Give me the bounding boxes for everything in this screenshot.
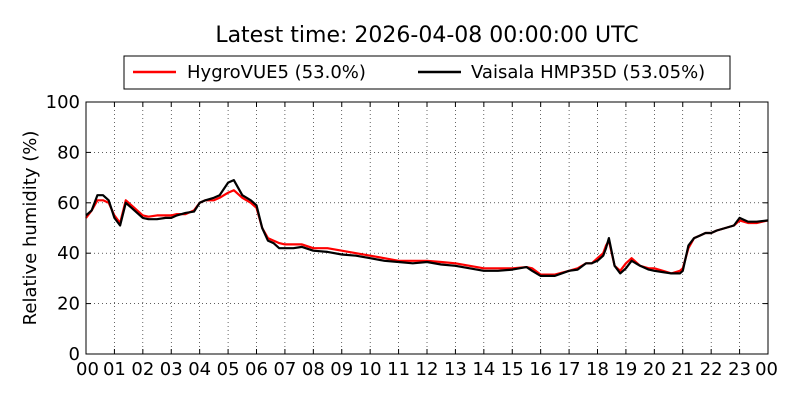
y-axis-label: Relative humidity (%) xyxy=(20,131,41,326)
x-tick-label: 16 xyxy=(529,359,552,380)
x-tick-label: 08 xyxy=(302,359,325,380)
x-tick-label: 04 xyxy=(188,359,211,380)
legend-label-hygrovue5: HygroVUE5 (53.0%) xyxy=(187,62,366,83)
x-tick-label: 17 xyxy=(558,359,581,380)
x-tick-label: 00 xyxy=(755,359,778,380)
x-tick-label: 10 xyxy=(359,359,382,380)
x-tick-label: 20 xyxy=(643,359,666,380)
legend: HygroVUE5 (53.0%) Vaisala HMP35D (53.05%… xyxy=(123,55,731,90)
x-tick-label: 14 xyxy=(472,359,495,380)
x-tick-label: 19 xyxy=(614,359,637,380)
y-tick-label: 80 xyxy=(57,142,80,163)
x-tick-label: 15 xyxy=(501,359,524,380)
x-tick-label: 12 xyxy=(416,359,439,380)
x-tick-label: 11 xyxy=(387,359,410,380)
y-tick-label: 60 xyxy=(57,193,80,214)
y-tick-label: 40 xyxy=(57,243,80,264)
x-tick-label: 03 xyxy=(160,359,183,380)
y-tick-label: 100 xyxy=(46,92,80,113)
series-line-vaisala xyxy=(85,179,769,277)
y-tick-label: 0 xyxy=(69,344,80,365)
x-tick-label: 00 xyxy=(76,359,99,380)
x-tick-label: 13 xyxy=(444,359,467,380)
series-layer xyxy=(85,179,769,277)
x-tick-label: 21 xyxy=(671,359,694,380)
x-tick-label: 23 xyxy=(728,359,751,380)
x-tick-label: 07 xyxy=(273,359,296,380)
gridlines xyxy=(85,101,769,355)
x-tick-label: 05 xyxy=(217,359,240,380)
x-tick-label: 01 xyxy=(103,359,126,380)
x-tick-label: 09 xyxy=(330,359,353,380)
x-tick-label: 06 xyxy=(245,359,268,380)
plot-area-frame xyxy=(85,101,769,355)
x-tick-label: 18 xyxy=(586,359,609,380)
x-tick-label: 22 xyxy=(700,359,723,380)
x-tick-label: 02 xyxy=(131,359,154,380)
legend-label-vaisala: Vaisala HMP35D (53.05%) xyxy=(471,62,705,83)
y-tick-label: 20 xyxy=(57,294,80,315)
chart-title: Latest time: 2026-04-08 00:00:00 UTC xyxy=(215,23,638,48)
